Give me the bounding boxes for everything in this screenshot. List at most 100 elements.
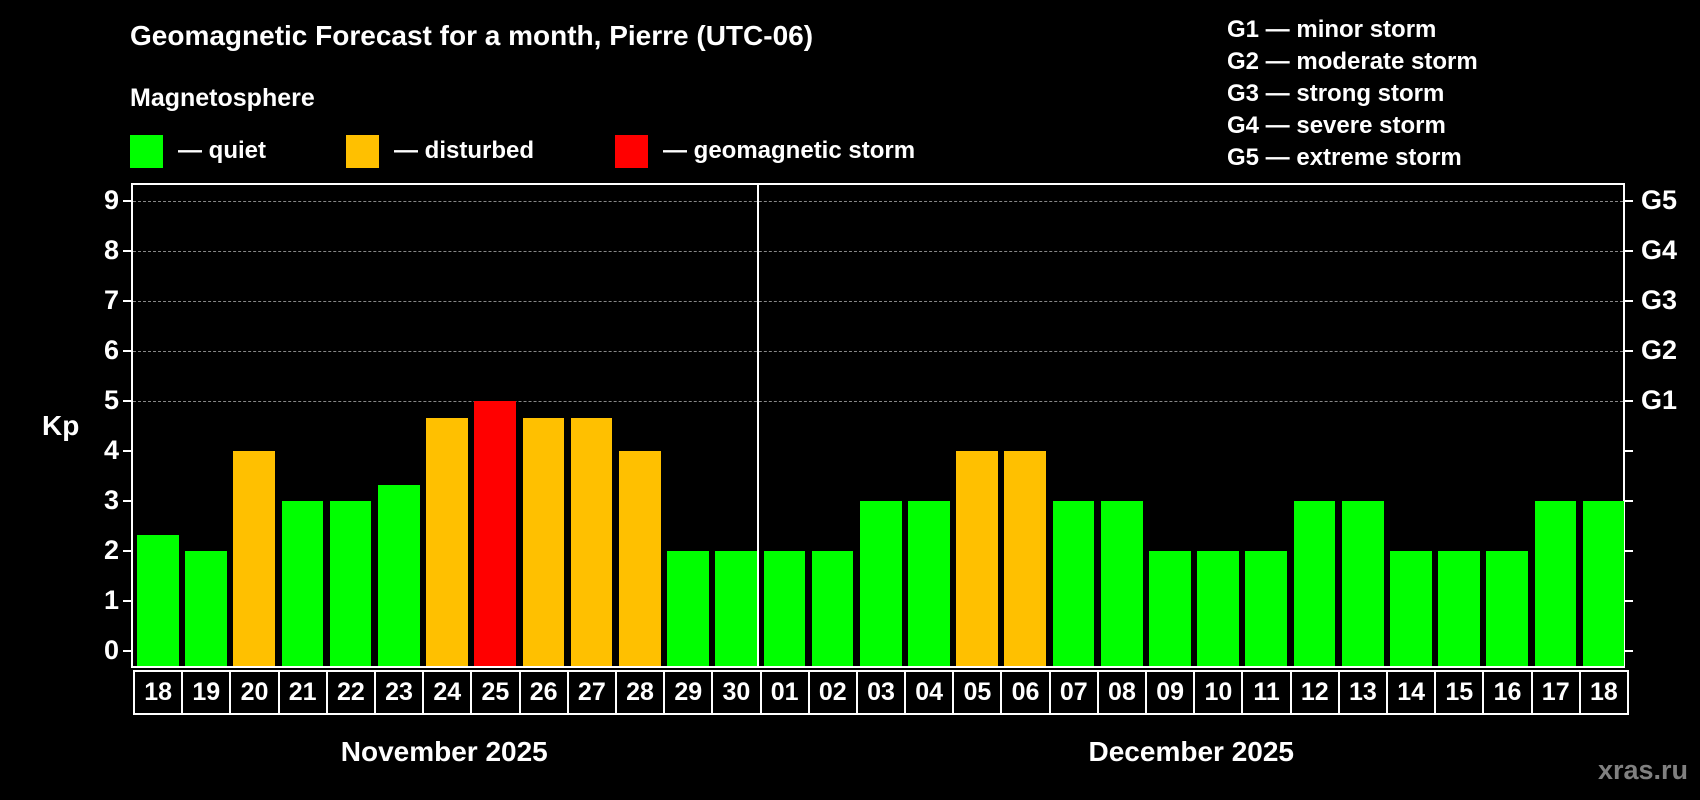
quiet-swatch-icon [130, 134, 163, 168]
kp-bar [763, 551, 806, 666]
kp-bar [233, 451, 276, 666]
date-label: 20 [229, 670, 280, 715]
y-tick-label: 1 [103, 585, 119, 615]
kp-bar [1100, 501, 1143, 666]
g-scale-label: G3 [1641, 285, 1678, 315]
y-tick-mark [123, 350, 131, 352]
chart-title: Geomagnetic Forecast for a month, Pierre… [130, 20, 814, 51]
month-label: December 2025 [1088, 736, 1294, 767]
date-label: 12 [1289, 670, 1340, 715]
gridline [133, 201, 1623, 202]
date-label: 22 [325, 670, 376, 715]
date-label: 05 [952, 670, 1003, 715]
right-tick-mark [1625, 200, 1633, 202]
kp-bar [1245, 551, 1288, 666]
date-label: 26 [518, 670, 569, 715]
date-label: 19 [181, 670, 232, 715]
kp-bar [1341, 501, 1384, 666]
kp-bar [522, 417, 565, 666]
kp-bar [185, 551, 227, 666]
legend-disturbed-label: — disturbed [394, 137, 535, 164]
disturbed-swatch-icon [346, 134, 379, 168]
y-tick-label: 6 [103, 335, 119, 365]
chart-subtitle: Magnetosphere [130, 84, 315, 112]
date-label: 10 [1193, 670, 1244, 715]
date-label: 02 [807, 670, 858, 715]
y-tick-mark [123, 200, 131, 202]
date-label: 03 [855, 670, 907, 715]
legend-storm: — geomagnetic storm [615, 134, 915, 168]
kp-bar [570, 417, 613, 666]
date-label: 13 [1337, 670, 1389, 715]
g-scale-legend: G1 — minor storm G2 — moderate storm G3 … [1227, 14, 1478, 174]
date-label: 04 [904, 670, 955, 715]
g-scale-label: G4 [1641, 235, 1678, 265]
kp-bar [137, 534, 179, 666]
date-label: 25 [470, 670, 521, 715]
right-tick-mark [1625, 550, 1633, 552]
right-tick-mark [1625, 350, 1633, 352]
y-tick-label: 0 [103, 635, 119, 665]
kp-bar [1293, 501, 1336, 666]
kp-bar [1052, 501, 1095, 666]
legend-quiet-label: — quiet [178, 137, 266, 164]
date-label: 06 [1000, 670, 1051, 715]
kp-bar [281, 501, 324, 666]
y-axis-label: Kp [42, 410, 80, 441]
kp-bar [908, 501, 950, 666]
date-label: 21 [277, 670, 328, 715]
date-label: 29 [663, 670, 714, 715]
date-label: 09 [1145, 670, 1196, 715]
y-tick-mark [123, 600, 131, 602]
y-tick-mark [123, 450, 131, 452]
kp-bar [1486, 551, 1529, 666]
watermark: xras.ru [1597, 755, 1688, 785]
kp-bar [667, 551, 709, 666]
g-scale-label: G1 [1641, 385, 1678, 415]
y-tick-mark [123, 300, 131, 302]
g-legend-item: G5 — extreme storm [1227, 144, 1462, 171]
kp-bar [811, 551, 854, 666]
date-label: 14 [1386, 670, 1437, 715]
kp-bar [1004, 451, 1047, 666]
storm-swatch-icon [615, 134, 648, 168]
y-tick-label: 5 [103, 385, 119, 415]
legend-storm-label: — geomagnetic storm [663, 137, 916, 164]
y-tick-label: 3 [103, 485, 119, 515]
y-tick-mark [123, 400, 131, 402]
kp-bar [618, 451, 661, 666]
gridline [133, 251, 1623, 252]
kp-bar [1390, 551, 1432, 666]
date-label: 18 [1578, 670, 1629, 715]
g-scale-label: G5 [1641, 185, 1678, 215]
date-label: 11 [1241, 670, 1292, 715]
gridline [133, 401, 1623, 402]
right-tick-mark [1625, 650, 1633, 652]
legend-quiet: — quiet [130, 134, 266, 168]
legend-disturbed: — disturbed [346, 134, 534, 168]
g-legend-item: G1 — minor storm [1227, 16, 1437, 43]
date-label: 24 [422, 670, 473, 715]
date-label: 28 [614, 670, 666, 715]
date-label: 08 [1096, 670, 1148, 715]
right-tick-mark [1625, 300, 1633, 302]
date-label: 17 [1530, 670, 1581, 715]
plot-frame [131, 183, 1625, 668]
date-label: 30 [711, 670, 762, 715]
kp-bar [377, 484, 420, 666]
g-scale-label: G2 [1641, 335, 1678, 365]
date-label: 16 [1482, 670, 1533, 715]
gridline [133, 301, 1623, 302]
kp-bar [329, 501, 372, 666]
gridline [133, 351, 1623, 352]
kp-bar [859, 501, 902, 666]
y-tick-mark [123, 550, 131, 552]
g-legend-item: G4 — severe storm [1227, 112, 1446, 139]
right-tick-mark [1625, 250, 1633, 252]
kp-bar [1149, 551, 1191, 666]
kp-bar [474, 401, 517, 666]
date-label: 23 [373, 670, 425, 715]
date-label: 27 [566, 670, 617, 715]
y-tick-mark [123, 650, 131, 652]
month-separator [756, 183, 759, 668]
